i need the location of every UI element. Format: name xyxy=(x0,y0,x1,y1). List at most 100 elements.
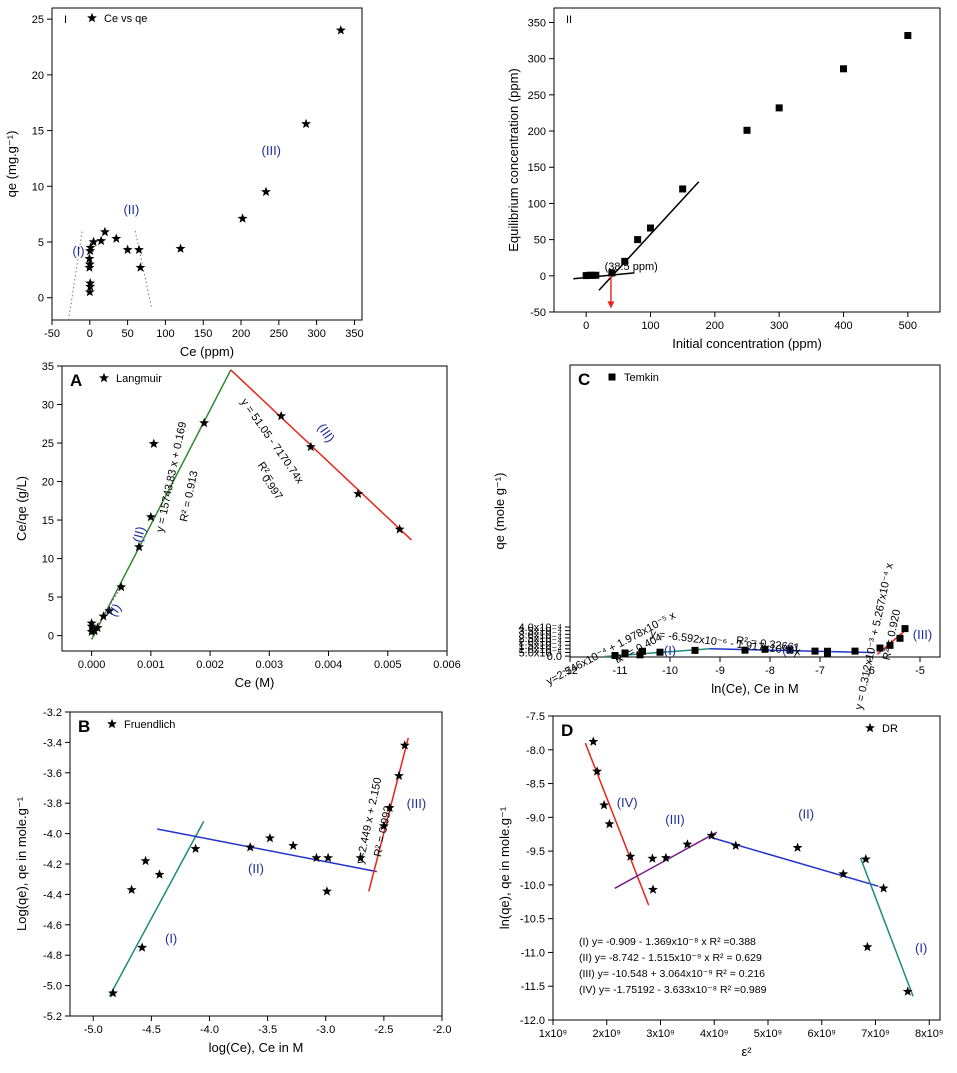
data-point xyxy=(154,869,165,879)
series-B xyxy=(108,740,410,998)
y-tick-label: 0 xyxy=(38,293,44,305)
y-tick-label: -9.0 xyxy=(526,812,545,824)
plot-frame xyxy=(552,715,941,1021)
region-label: (II) xyxy=(798,807,814,822)
y-tick-label: 3.0x10⁻⁴ xyxy=(518,629,562,641)
x-tick-label: 7x10⁹ xyxy=(861,1028,890,1040)
region-label: (I) xyxy=(664,643,676,658)
data-point xyxy=(656,648,664,656)
x-tick-label: -10 xyxy=(662,665,678,677)
y-axis-label: Log(qe), qe in mole.g⁻¹ xyxy=(14,796,29,931)
x-tick-label: -6 xyxy=(865,665,875,677)
y-tick-label: -12.0 xyxy=(520,1015,545,1027)
data-point xyxy=(353,488,364,499)
legend-marker xyxy=(87,12,97,23)
x-tick-label: -5.0 xyxy=(84,1024,103,1036)
data-point xyxy=(134,244,144,254)
fit-line-axis xyxy=(573,272,635,280)
data-point xyxy=(862,941,873,952)
data-point xyxy=(741,646,749,654)
legend-marker xyxy=(107,718,117,729)
x-tick-label: -4.5 xyxy=(142,1024,161,1036)
y-tick-label: 3.5x10⁻⁴ xyxy=(518,626,562,638)
region-label: (I) xyxy=(105,601,124,620)
series-p1 xyxy=(84,25,346,297)
data-point xyxy=(84,253,95,263)
series-A xyxy=(86,410,405,636)
plot-frame xyxy=(553,7,941,313)
fit-line-blue xyxy=(711,836,879,887)
data-point xyxy=(378,820,389,831)
y-tick-label: 0 xyxy=(48,631,54,643)
data-point xyxy=(85,242,96,252)
data-point xyxy=(904,32,912,40)
fit-line-red xyxy=(230,369,413,541)
fit-line-axis xyxy=(598,181,700,291)
data-point xyxy=(608,269,616,277)
series-p2 xyxy=(582,32,912,280)
panel-label: I xyxy=(64,14,67,26)
region-label: (III) xyxy=(913,627,933,642)
x-tick-label: 350 xyxy=(345,328,363,340)
data-point xyxy=(743,126,751,134)
x-tick-label: 0.006 xyxy=(433,659,461,671)
region-label: (III) xyxy=(665,812,685,827)
data-point xyxy=(265,833,275,843)
x-tick-label: 0.001 xyxy=(137,659,165,671)
fit-line-green xyxy=(90,369,232,640)
region-label: (IV) xyxy=(617,795,638,810)
data-point xyxy=(394,524,405,534)
x-tick-label: -50 xyxy=(44,328,60,340)
region-label: (II) xyxy=(248,861,264,876)
y-tick-label: 2.5x10⁻⁴ xyxy=(518,633,562,645)
y-tick-label: 200 xyxy=(528,126,546,138)
data-point xyxy=(660,852,671,863)
x-tick-label: 0.002 xyxy=(196,659,224,671)
data-point xyxy=(84,259,95,269)
legend-marker xyxy=(99,372,109,383)
data-point xyxy=(786,646,794,654)
x-tick-label: 1x10⁹ xyxy=(539,1028,568,1040)
data-point xyxy=(148,438,159,448)
data-point xyxy=(86,621,97,631)
y-tick-label: -11.5 xyxy=(521,981,545,993)
region-label: (II) xyxy=(123,202,139,217)
region-label: (I) xyxy=(72,243,84,258)
y-tick-label: -5.2 xyxy=(43,1011,62,1023)
y-tick-label: 20 xyxy=(42,477,54,489)
equation-line: (III) y= -10.548 + 3.064x10⁻⁹ R² = 0.216 xyxy=(579,968,765,980)
legend-marker xyxy=(608,373,616,381)
panel-label: B xyxy=(78,717,90,736)
x-tick-label: 500 xyxy=(899,320,917,332)
data-point xyxy=(647,853,658,863)
y-tick-label: 1.0x10⁻⁴ xyxy=(518,644,562,656)
y-tick-label: 10 xyxy=(42,554,54,566)
fit-equation: 0.997 xyxy=(259,473,285,502)
chart-p2: 0 100 200 300 400 500 -50 0 50 100 150 200 250 300 350… xyxy=(506,7,941,351)
y-tick-label: -4.4 xyxy=(43,889,62,901)
data-point xyxy=(682,839,693,849)
fit-equation: (38.5 ppm) xyxy=(605,261,658,273)
data-point xyxy=(394,770,404,780)
region-label: (III) xyxy=(407,796,427,811)
x-tick-label: 2x10⁹ xyxy=(592,1028,621,1040)
x-tick-label: -3.0 xyxy=(316,1024,335,1036)
chart-p1: -50 0 50 100 150 200 250 300 350 0 5 10 15 20 25 Ce (pp… xyxy=(4,7,364,359)
data-point xyxy=(838,868,849,879)
x-tick-label: 150 xyxy=(194,328,212,340)
data-point xyxy=(175,243,186,253)
fit-equation: R² = 0.913 xyxy=(178,470,200,523)
panel-label: II xyxy=(566,14,572,26)
panel-label: C xyxy=(578,370,590,389)
data-point xyxy=(199,417,210,428)
data-point xyxy=(775,104,783,112)
x-tick-label: -8 xyxy=(765,665,775,677)
data-point xyxy=(261,186,271,197)
legend-label: Temkin xyxy=(624,372,659,384)
x-tick-label: 300 xyxy=(770,320,788,332)
data-point xyxy=(111,233,122,243)
equation-line: (IV) y= -1.75192 - 3.633x10⁻⁸ R² =0.989 xyxy=(579,984,767,996)
data-point xyxy=(85,245,96,256)
x-tick-label: -2.5 xyxy=(374,1024,393,1036)
x-tick-label: 200 xyxy=(232,328,250,340)
